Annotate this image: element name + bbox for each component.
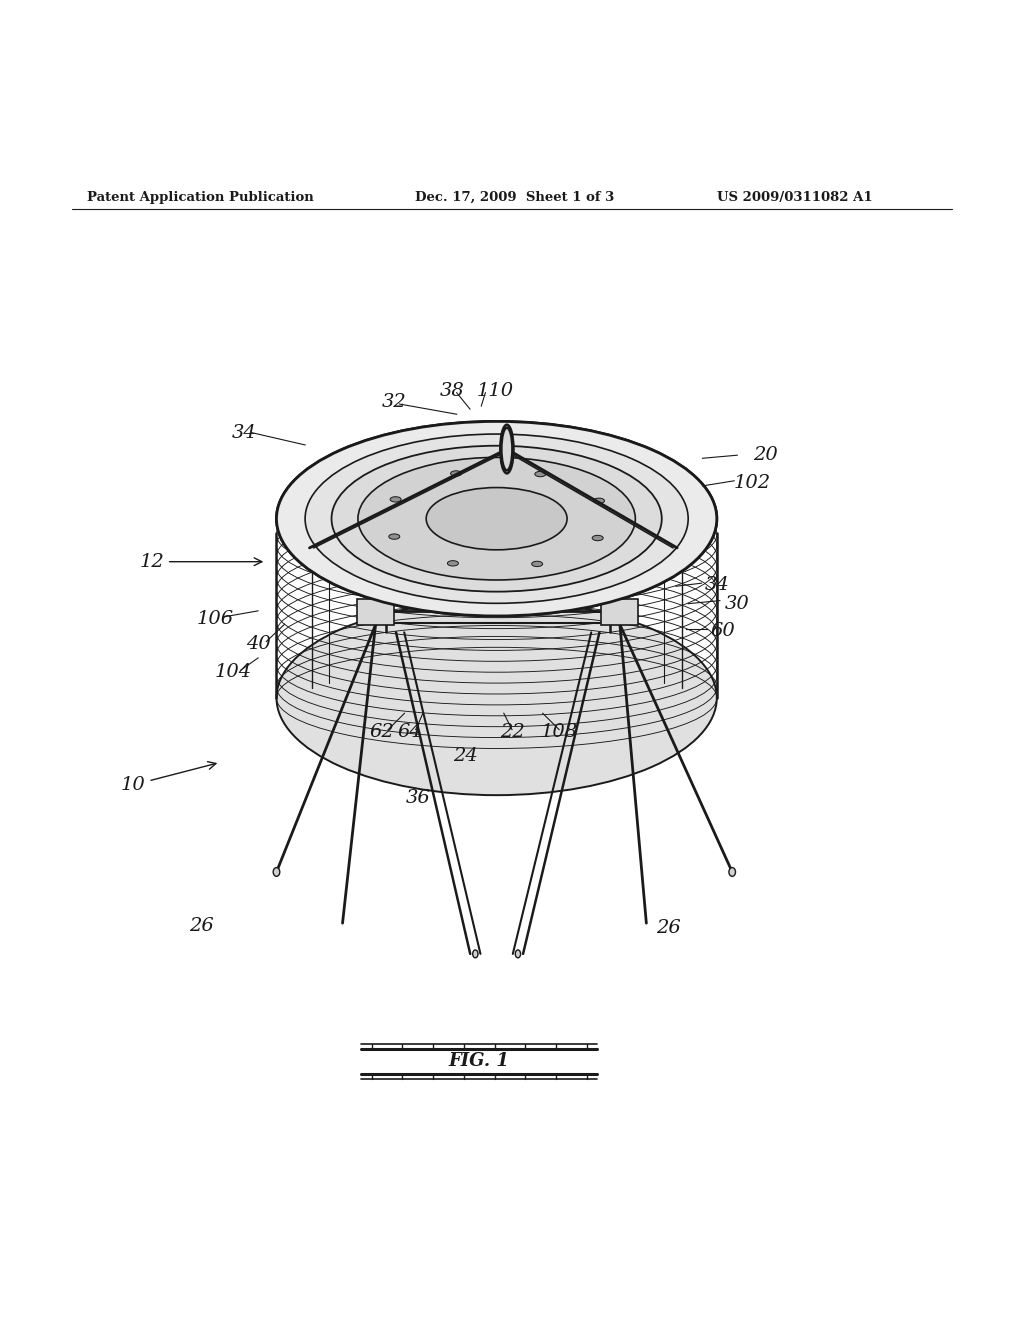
Text: Dec. 17, 2009  Sheet 1 of 3: Dec. 17, 2009 Sheet 1 of 3 <box>415 190 614 203</box>
Ellipse shape <box>473 950 478 958</box>
Ellipse shape <box>332 446 662 591</box>
Text: 22: 22 <box>500 722 524 741</box>
Ellipse shape <box>358 458 635 579</box>
Bar <box>357 599 394 624</box>
Ellipse shape <box>447 561 459 566</box>
Text: 40: 40 <box>246 635 270 652</box>
Ellipse shape <box>390 496 401 502</box>
Ellipse shape <box>276 421 717 616</box>
Ellipse shape <box>594 498 604 503</box>
Ellipse shape <box>390 496 401 502</box>
Ellipse shape <box>426 487 567 550</box>
Ellipse shape <box>594 498 604 503</box>
Ellipse shape <box>276 421 717 616</box>
Ellipse shape <box>502 428 512 470</box>
Ellipse shape <box>389 533 399 540</box>
Ellipse shape <box>535 471 546 477</box>
Ellipse shape <box>447 561 459 566</box>
Text: FIG. 1: FIG. 1 <box>449 1052 510 1071</box>
Ellipse shape <box>426 487 567 550</box>
Ellipse shape <box>358 458 635 579</box>
Text: 108: 108 <box>541 722 578 741</box>
Text: 30: 30 <box>725 595 750 612</box>
Text: US 2009/0311082 A1: US 2009/0311082 A1 <box>717 190 872 203</box>
Text: 12: 12 <box>139 553 262 570</box>
Text: 36: 36 <box>406 789 430 808</box>
Text: 20: 20 <box>754 446 778 465</box>
Ellipse shape <box>531 561 543 566</box>
Ellipse shape <box>305 434 688 603</box>
Text: 64: 64 <box>397 722 422 741</box>
Text: 62: 62 <box>370 722 394 741</box>
Text: 110: 110 <box>477 381 514 400</box>
Bar <box>601 599 638 624</box>
Ellipse shape <box>592 536 603 541</box>
Text: 34: 34 <box>705 577 729 594</box>
Ellipse shape <box>729 867 735 876</box>
Ellipse shape <box>515 950 520 958</box>
Text: 106: 106 <box>197 610 233 628</box>
Text: 60: 60 <box>711 622 735 640</box>
Text: 34: 34 <box>231 424 256 442</box>
Text: 26: 26 <box>189 917 214 936</box>
Ellipse shape <box>535 471 546 477</box>
Ellipse shape <box>592 536 603 541</box>
Ellipse shape <box>332 446 662 591</box>
Text: Patent Application Publication: Patent Application Publication <box>87 190 313 203</box>
Text: 104: 104 <box>215 663 252 681</box>
Text: 32: 32 <box>382 393 407 411</box>
Text: 26: 26 <box>656 919 681 937</box>
Ellipse shape <box>273 867 280 876</box>
Text: 10: 10 <box>121 762 216 793</box>
Ellipse shape <box>305 434 688 603</box>
Text: 38: 38 <box>440 381 465 400</box>
Ellipse shape <box>389 533 399 540</box>
Ellipse shape <box>531 561 543 566</box>
Text: 24: 24 <box>454 747 478 766</box>
Text: 102: 102 <box>734 474 771 492</box>
Ellipse shape <box>451 471 462 477</box>
Ellipse shape <box>501 425 513 474</box>
Ellipse shape <box>451 471 462 477</box>
Ellipse shape <box>276 601 717 795</box>
